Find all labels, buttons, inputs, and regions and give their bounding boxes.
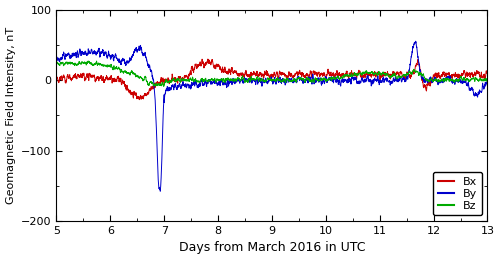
By [238,79,244,82]
Bx [472,73,478,76]
Bz [367,71,373,74]
By [484,80,490,83]
By [472,94,478,98]
Bz [238,78,244,81]
By [158,190,164,193]
By [234,79,240,82]
Bx [450,74,456,77]
Bx [234,72,240,75]
Bx [54,78,60,81]
By [366,80,372,83]
Bx [238,72,244,75]
Bz [234,77,240,80]
Line: By: By [56,41,488,191]
Legend: Bx, By, Bz: Bx, By, Bz [433,172,482,216]
Bz [85,59,91,62]
Line: Bx: Bx [56,59,488,100]
Bz [472,78,478,81]
Bx [205,57,211,61]
Line: Bz: Bz [56,61,488,86]
Bx [136,98,142,101]
Bz [258,78,264,81]
Bz [160,85,166,88]
X-axis label: Days from March 2016 in UTC: Days from March 2016 in UTC [178,242,365,255]
Bx [484,71,490,74]
Bz [450,79,456,82]
By [54,57,60,60]
By [450,81,456,84]
Bz [54,61,60,64]
Bx [258,74,264,77]
Bz [484,78,490,81]
By [258,82,264,85]
Bx [367,73,373,76]
By [412,40,418,43]
Y-axis label: Geomagnetic Field Intensity, nT: Geomagnetic Field Intensity, nT [6,27,16,204]
